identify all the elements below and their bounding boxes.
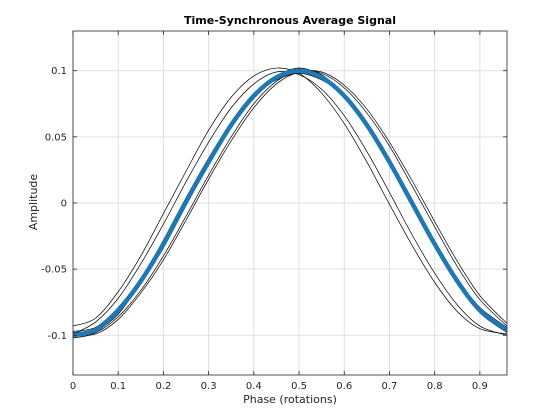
average-signal-line (73, 68, 507, 338)
series-layer (73, 67, 507, 339)
x-tick-label-1: 0.1 (110, 381, 126, 392)
signal-line-5 (73, 70, 507, 336)
signal-line-2 (73, 67, 507, 335)
chart-title: Time-Synchronous Average Signal (184, 14, 396, 27)
x-tick-label-4: 0.4 (246, 381, 262, 392)
x-tick-label-0: 0 (70, 381, 76, 392)
x-tick-label-9: 0.9 (472, 381, 488, 392)
x-tick-label-3: 0.3 (201, 381, 217, 392)
x-tick-label-2: 0.2 (155, 381, 171, 392)
tick-labels: 0 0.1 0.2 0.3 0.4 0.5 0.6 0.7 0.8 0.9 -0.1 -0.05 0 0.… (41, 66, 488, 392)
signal-line-1 (73, 71, 507, 336)
x-tick-label-6: 0.6 (336, 381, 352, 392)
y-tick-label-3: 0.05 (45, 132, 67, 143)
y-tick-label-4: 0.1 (51, 66, 67, 77)
x-tick-label-5: 0.5 (291, 381, 307, 392)
grid (72, 31, 507, 375)
x-tick-label-7: 0.7 (382, 381, 398, 392)
signal-line-6 (73, 67, 507, 332)
y-tick-label-2: 0 (61, 199, 67, 210)
x-tick-label-8: 0.8 (427, 381, 443, 392)
axes (72, 30, 508, 376)
x-axis-label: Phase (rotations) (243, 393, 337, 406)
y-axis-label: Amplitude (27, 174, 40, 231)
signal-line-15 (73, 71, 507, 336)
y-tick-label-1: -0.05 (41, 265, 67, 276)
y-tick-label-0: -0.1 (47, 331, 67, 342)
